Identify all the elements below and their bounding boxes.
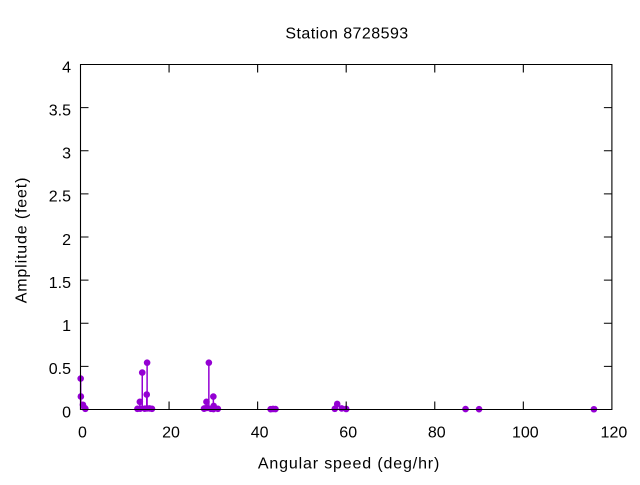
svg-text:0.5: 0.5 [49,361,71,378]
svg-text:100: 100 [512,425,539,442]
svg-text:Amplitude (feet): Amplitude (feet) [14,177,31,304]
svg-text:2: 2 [62,232,71,249]
svg-text:3: 3 [62,146,71,163]
svg-text:80: 80 [428,425,446,442]
svg-text:1: 1 [62,318,71,335]
svg-text:0: 0 [62,404,71,421]
svg-text:120: 120 [601,425,628,442]
svg-text:0: 0 [78,425,87,442]
svg-text:40: 40 [251,425,269,442]
svg-text:Angular speed (deg/hr): Angular speed (deg/hr) [258,456,440,473]
svg-text:Station 8728593: Station 8728593 [285,26,408,43]
svg-text:4: 4 [62,59,71,76]
svg-text:1.5: 1.5 [49,275,71,292]
svg-text:3.5: 3.5 [49,102,71,119]
svg-text:20: 20 [162,425,180,442]
svg-text:60: 60 [339,425,357,442]
svg-text:2.5: 2.5 [49,189,71,206]
